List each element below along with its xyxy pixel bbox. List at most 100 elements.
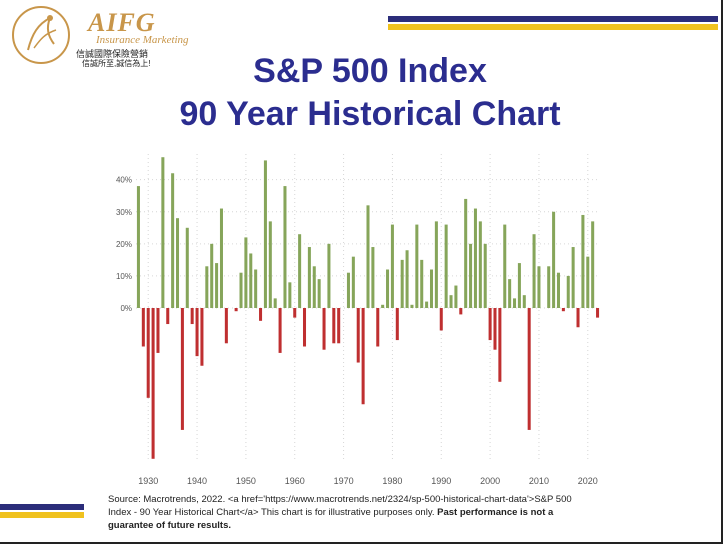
bar-1966	[322, 308, 326, 350]
bar-1981	[395, 308, 399, 341]
bar-2014	[556, 272, 560, 308]
bar-1953	[259, 308, 263, 321]
brand-subtitle: Insurance Marketing	[96, 34, 189, 46]
bar-1952	[254, 269, 258, 308]
bar-2018	[576, 308, 580, 328]
bar-1930	[146, 308, 150, 398]
bar-1959	[288, 282, 292, 308]
bar-2017	[571, 247, 575, 308]
bar-1972	[351, 256, 355, 308]
x-tick-label: 2000	[480, 476, 500, 486]
slide-title: S&P 500 Index 90 Year Historical Chart	[120, 50, 620, 135]
source-note: Source: Macrotrends, 2022. <a href='http…	[108, 494, 578, 532]
bar-1961	[298, 234, 302, 308]
bar-2021	[591, 221, 595, 308]
top-navy-stripe	[388, 16, 718, 22]
bar-1933	[161, 157, 165, 308]
bar-1974	[361, 308, 365, 405]
logo-emblem	[12, 6, 70, 64]
x-tick-label: 2020	[578, 476, 598, 486]
bar-1969	[337, 308, 341, 344]
x-tick-label: 1940	[187, 476, 207, 486]
bar-2005	[513, 298, 517, 308]
bar-1964	[312, 266, 316, 308]
bar-1982	[400, 259, 404, 308]
bar-1956	[273, 298, 277, 308]
slide-title-line2: 90 Year Historical Chart	[179, 94, 561, 133]
bar-2016	[566, 275, 570, 308]
bar-1988	[429, 269, 434, 308]
source-text: Source: Macrotrends, 2022. <a href='http…	[108, 494, 572, 518]
bar-1971	[346, 272, 350, 308]
bar-1979	[386, 269, 390, 308]
bar-1990	[439, 308, 443, 331]
bar-2002	[498, 308, 502, 382]
bar-1936	[176, 218, 180, 308]
bar-2009	[532, 234, 536, 308]
bar-1949	[239, 272, 243, 308]
bar-1945	[219, 208, 223, 308]
bar-1951	[249, 253, 253, 308]
bar-1929	[141, 308, 145, 347]
sp500-annual-returns-chart: 40% 30% 20% 10% 0% 1930 1940 1950 1960 1970 1980 19…	[116, 154, 600, 486]
bar-1938	[185, 227, 189, 308]
bar-1939	[190, 308, 194, 325]
bar-1989	[434, 221, 438, 308]
x-tick-label: 1990	[431, 476, 451, 486]
bar-1986	[420, 259, 424, 308]
bar-2003	[503, 224, 507, 308]
bar-1987	[425, 301, 429, 308]
bar-1991	[444, 224, 448, 308]
bar-2015	[561, 308, 565, 312]
bar-2020	[586, 256, 590, 308]
bar-2004	[508, 279, 512, 308]
bar-1994	[459, 308, 463, 315]
bar-1946	[224, 308, 228, 344]
aifg-logo: AIFG Insurance Marketing 信誠國際保險營銷 信誠所至,誠…	[8, 2, 218, 70]
bar-1935	[171, 173, 175, 308]
bar-1980	[390, 224, 394, 308]
x-tick-label: 1960	[285, 476, 305, 486]
bar-2008	[527, 308, 531, 430]
bar-1992	[449, 295, 453, 308]
bar-1958	[283, 186, 287, 308]
x-tick-label: 1970	[334, 476, 354, 486]
bar-1942	[205, 266, 209, 308]
bar-1948	[234, 308, 238, 312]
bar-1950	[244, 237, 248, 308]
bar-1963	[307, 247, 311, 308]
y-tick-label: 0%	[120, 304, 132, 313]
bar-1976	[371, 247, 375, 308]
bar-1955	[268, 221, 272, 308]
bar-2022	[596, 308, 600, 318]
bar-1967	[327, 243, 331, 308]
bar-1985	[415, 224, 419, 308]
bar-2000	[488, 308, 492, 341]
top-gold-stripe	[388, 24, 718, 30]
bar-1940	[195, 308, 199, 357]
bar-1962	[302, 308, 307, 347]
bar-1999	[483, 243, 487, 308]
bar-1941	[200, 308, 204, 366]
bottom-navy-stripe	[0, 504, 84, 510]
bar-1977	[376, 308, 380, 347]
bar-1983	[405, 250, 409, 308]
bar-1973	[356, 308, 360, 363]
bar-1931	[151, 308, 155, 459]
y-tick-label: 10%	[116, 272, 132, 281]
bar-2001	[493, 308, 497, 350]
bar-1937	[180, 308, 184, 430]
frame-bottom-edge	[0, 542, 723, 544]
bar-1954	[263, 160, 267, 308]
bottom-gold-stripe	[0, 512, 84, 518]
bar-1978	[381, 304, 385, 308]
bar-2013	[552, 211, 556, 308]
bar-1995	[464, 198, 468, 308]
bar-1960	[293, 308, 297, 318]
bar-1968	[332, 308, 336, 344]
y-tick-label: 40%	[116, 176, 132, 185]
brand-chinese-slogan: 信誠所至,誠信為上!	[82, 59, 151, 68]
bar-1993	[454, 285, 458, 308]
slide-title-line1: S&P 500 Index	[253, 52, 487, 90]
bar-1965	[317, 279, 321, 308]
